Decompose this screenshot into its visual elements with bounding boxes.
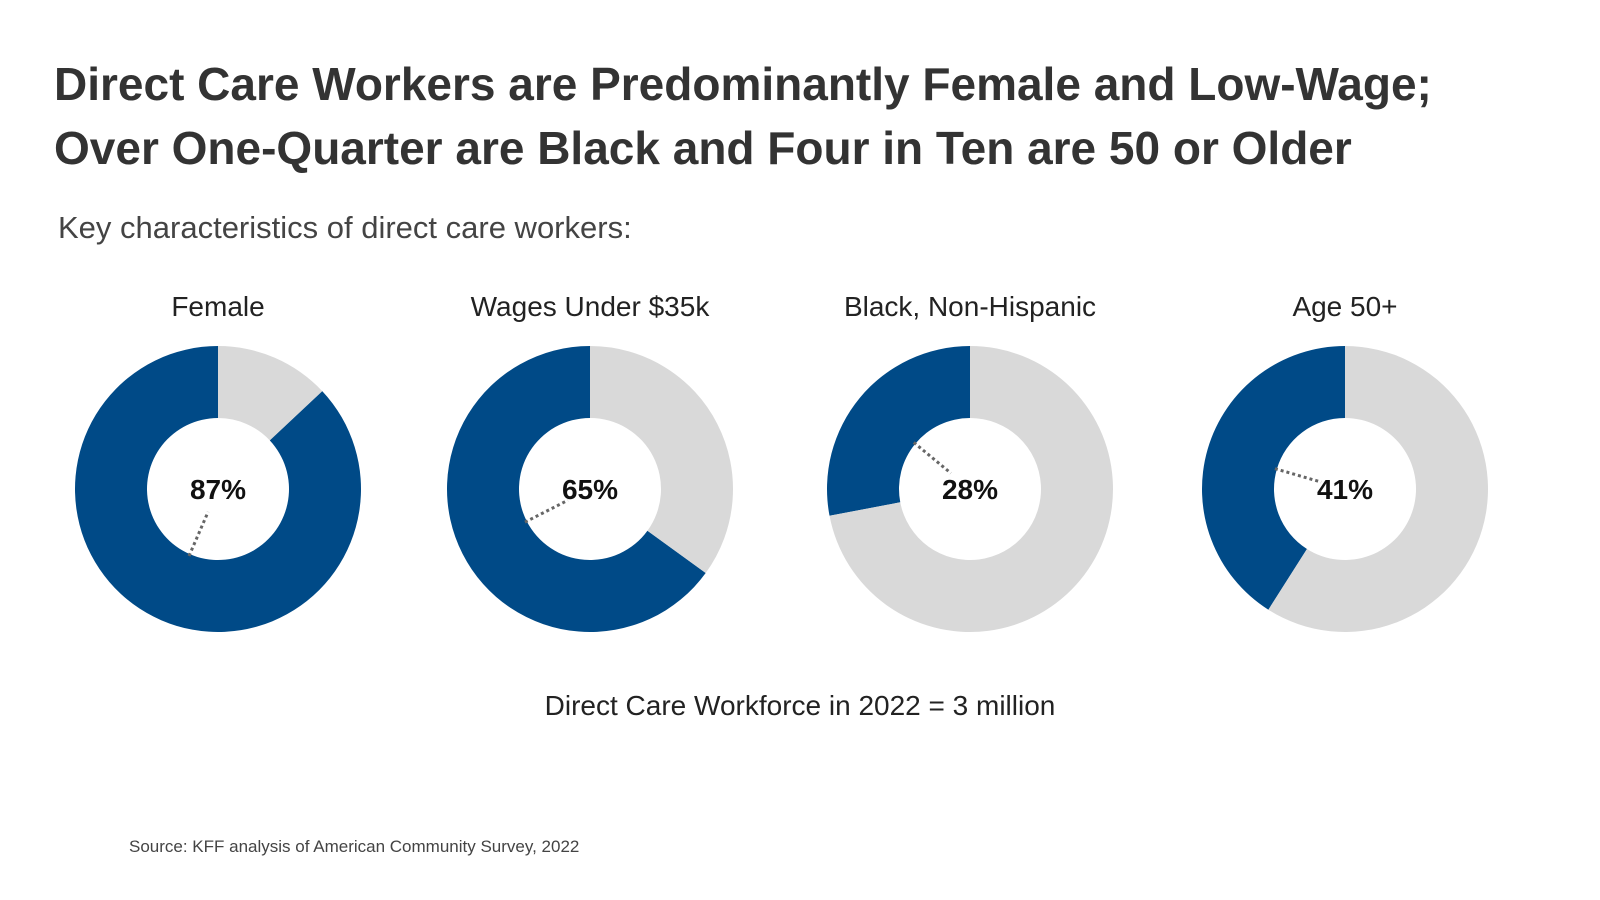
donut-female: Female 87% (74, 291, 362, 632)
donut-slice-wages-under-35k-value (446, 346, 706, 632)
donut-value-age-50: 41% (1317, 474, 1373, 505)
chart-title-line-2: Over One-Quarter are Black and Four in T… (54, 122, 1352, 174)
donut-slice-female-value (74, 346, 362, 632)
donut-label-black-non-hispanic: Black, Non-Hispanic (844, 291, 1096, 322)
donut-value-female: 87% (190, 474, 246, 505)
donut-slice-age-50-remainder (1268, 346, 1488, 632)
chart-subtitle: Key characteristics of direct care worke… (58, 210, 632, 245)
donut-value-black-non-hispanic: 28% (942, 474, 998, 505)
donut-leader-black-non-hispanic (912, 441, 952, 475)
donut-value-wages-under-35k: 65% (562, 474, 618, 505)
donut-slice-wages-under-35k-remainder (590, 346, 733, 574)
source-note: Source: KFF analysis of American Communi… (129, 837, 580, 856)
donut-label-female: Female (171, 291, 264, 322)
donut-charts: Female 87% Wages Under $35k 65% Black, Non-H… (74, 291, 1488, 632)
donut-slice-black-non-hispanic-value (827, 346, 970, 516)
donut-label-age-50: Age 50+ (1292, 291, 1397, 322)
donut-leader-wages-under-35k (524, 498, 569, 524)
chart-title-line-1: Direct Care Workers are Predominantly Fe… (54, 58, 1432, 110)
donut-slice-age-50-value (1201, 346, 1345, 610)
donut-slice-black-non-hispanic-remainder (829, 346, 1113, 632)
donut-slice-female-remainder (218, 346, 323, 441)
donut-age-50: Age 50+ 41% (1201, 291, 1488, 632)
donut-label-wages-under-35k: Wages Under $35k (471, 291, 711, 322)
donut-leader-age-50 (1274, 467, 1322, 484)
donut-black-non-hispanic: Black, Non-Hispanic 28% (827, 291, 1113, 632)
chart-title: Direct Care Workers are Predominantly Fe… (54, 52, 1554, 180)
donut-leader-female (187, 511, 210, 557)
workforce-footnote: Direct Care Workforce in 2022 = 3 millio… (544, 690, 1056, 721)
donut-wages-under-35k: Wages Under $35k 65% (446, 291, 733, 632)
